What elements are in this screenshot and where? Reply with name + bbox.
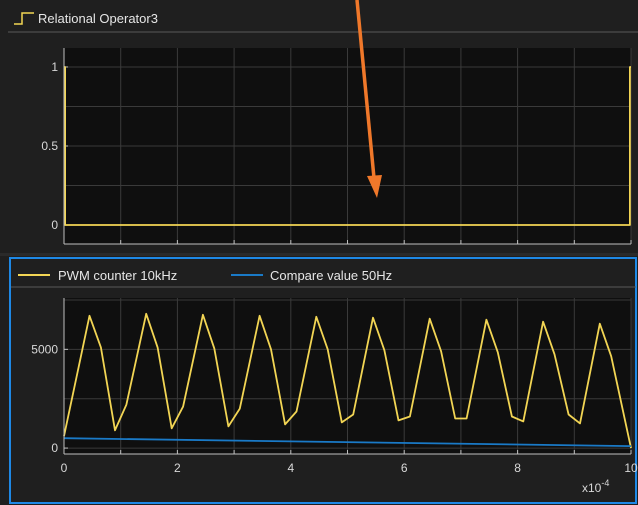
- bottom-y-tick-label: 0: [51, 441, 58, 455]
- legend-label-pwm: PWM counter 10kHz: [58, 268, 177, 283]
- bottom-series: [63, 312, 632, 449]
- legend-entry-pwm[interactable]: PWM counter 10kHz: [18, 268, 177, 283]
- bottom-x-tick-label: 8: [514, 461, 521, 475]
- legend-entry-compare[interactable]: Compare value 50Hz: [231, 268, 392, 283]
- top-legend-bar: [8, 8, 638, 32]
- x-exponent-label: x10-4: [582, 478, 609, 495]
- arrow-head: [367, 175, 382, 198]
- top-series: [64, 66, 631, 226]
- arrow-shaft: [355, 0, 376, 179]
- bottom-x-tick-label: 0: [61, 461, 68, 475]
- bottom-panel-selection-border: [9, 257, 637, 504]
- top-legend-entry[interactable]: Relational Operator3: [14, 11, 158, 26]
- bottom-panel: PWM counter 10kHz Compare value 50Hz 0 50…: [9, 257, 638, 504]
- bottom-tick-labels: 0 5000 0 2 4 6 8 10: [31, 342, 638, 475]
- top-y-tick-label: 0: [51, 218, 58, 232]
- legend-label-compare: Compare value 50Hz: [270, 268, 392, 283]
- bottom-x-tick-label: 4: [287, 461, 294, 475]
- bottom-x-tick-label: 6: [401, 461, 408, 475]
- series-line-pwm-counter-10khz: [63, 312, 632, 449]
- bottom-x-tick-label: 2: [174, 461, 181, 475]
- panel-separator: [0, 253, 638, 256]
- top-y-tick-label: 0.5: [41, 139, 58, 153]
- top-y-tick-label: 1: [51, 60, 58, 74]
- step-icon: [14, 12, 34, 25]
- top-legend-label: Relational Operator3: [38, 11, 158, 26]
- series-line-compare-value-50hz: [63, 437, 632, 447]
- annotation-arrow: [355, 0, 382, 198]
- top-panel: Relational Operator3 00.51: [8, 8, 638, 245]
- bottom-x-tick-label: 10: [624, 461, 638, 475]
- top-tick-labels: 00.51: [41, 60, 58, 232]
- series-line-relational-operator3: [64, 66, 631, 226]
- bottom-y-tick-label: 5000: [31, 342, 58, 356]
